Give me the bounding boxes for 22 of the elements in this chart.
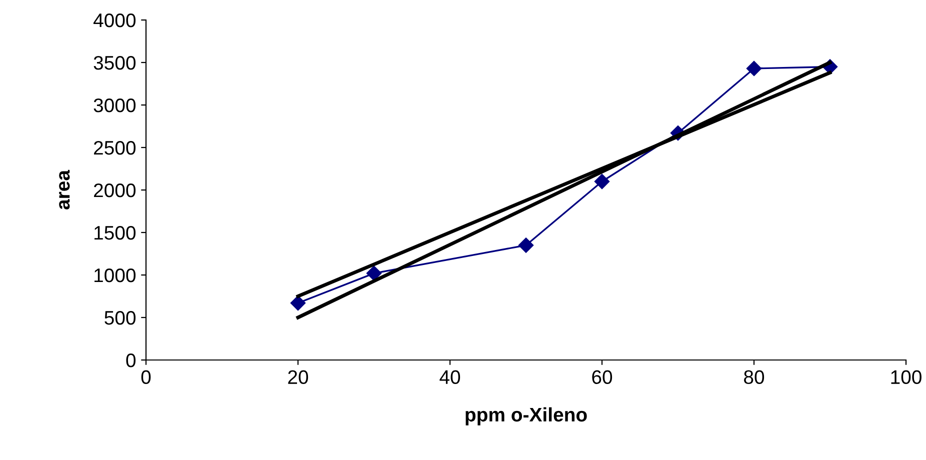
y-tick-label: 2000 <box>94 183 136 198</box>
y-tick-label: 0 <box>126 353 136 368</box>
y-axis-title: area <box>59 170 70 210</box>
x-tick-label: 20 <box>288 370 308 384</box>
y-tick-label: 3000 <box>94 98 136 112</box>
x-axis-title: ppm o-Xileno <box>466 407 587 426</box>
point <box>594 174 610 190</box>
point <box>518 238 534 253</box>
point <box>290 295 306 311</box>
x-tick-label: 80 <box>744 370 764 384</box>
y-tick-label: 4000 <box>93 13 136 28</box>
x-tick-label: 60 <box>592 370 612 384</box>
x-tick-label: 100 <box>891 370 922 384</box>
point <box>746 60 762 76</box>
y-tick-label: 500 <box>104 310 136 325</box>
x-tick-label: 40 <box>440 370 460 384</box>
y-tick-label: 1000 <box>94 268 136 282</box>
y-tick-label: 3500 <box>94 56 136 70</box>
point <box>366 266 382 281</box>
y-tick-label: 1500 <box>94 226 136 240</box>
y-tick-label: 2500 <box>94 140 136 155</box>
x-tick-label: 0 <box>141 370 151 384</box>
